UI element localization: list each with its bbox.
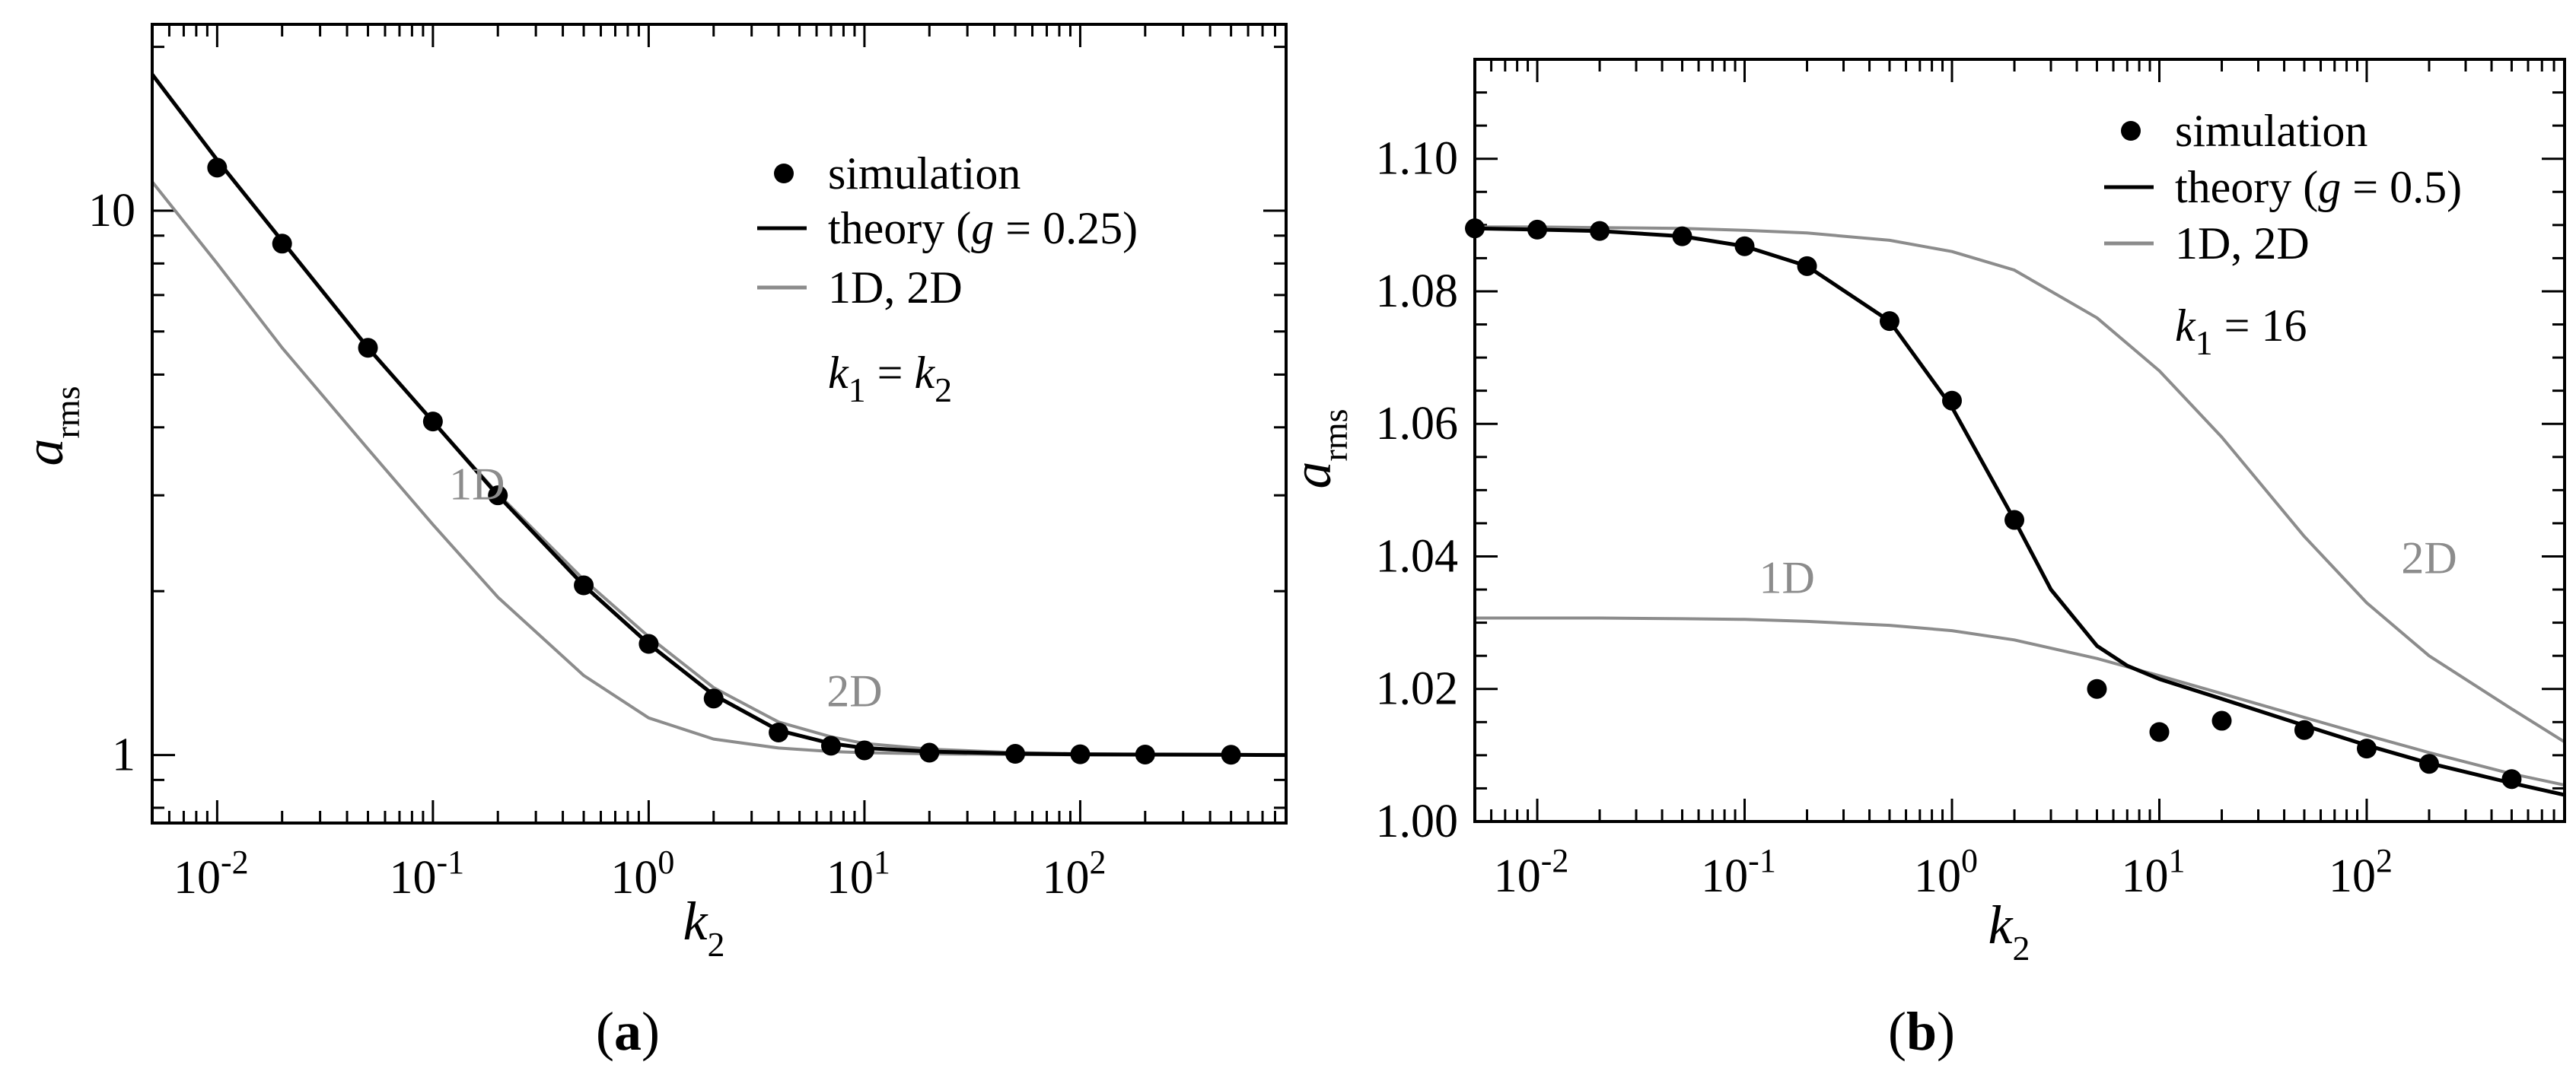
panel-b-simulation-point (1527, 219, 1548, 240)
panel-a-simulation-point (919, 742, 940, 763)
panel-b-series-2d-line (1475, 225, 2566, 744)
panel-b-simulation-point (1734, 236, 1755, 256)
panel-b-y-tick-labels: 1.00 1.02 1.04 1.06 1.08 1.10 (1376, 133, 1459, 847)
panel-a-simulation-point (703, 688, 724, 709)
panel-b-legend-note: k1 = 16 (2175, 300, 2307, 362)
panel-b-simulation-point (1879, 311, 1899, 332)
panel-a-simulation-point (488, 485, 508, 506)
panel-b-annotations: 1D 2D (1759, 532, 2457, 602)
panel-a-y-tick-label: 10 (88, 185, 135, 237)
panel-a-annotations: 1D 2D (449, 459, 883, 716)
panel-b-y-tick-label: 1.00 (1376, 796, 1459, 847)
panel-a-simulation-point (1135, 744, 1155, 764)
panel-b-series (1465, 218, 2566, 797)
panel-a-x-tick-label: 101 (826, 844, 890, 904)
panel-a-x-tick-label: 10-2 (174, 844, 249, 904)
panel-b-x-tick-label: 10-1 (1701, 842, 1776, 902)
panel-b-legend: simulation theory (g = 0.5) 1D, 2D k1 = … (2104, 106, 2462, 362)
panel-b-x-axis-label: k2 (1989, 895, 2030, 968)
panel-b-simulation-point (2501, 769, 2522, 790)
panel-a-y-tick-labels: 1 10 (88, 185, 135, 781)
panel-b: 10-2 10-1 100 101 102 1.001.021.041.061.081.… (1282, 58, 2566, 1062)
panel-a-series (151, 73, 1287, 765)
panel-b-x-tick-label: 100 (1914, 842, 1978, 902)
panel-b-legend-label-theory: theory (g = 0.5) (2175, 162, 2462, 212)
panel-b-x-tick-label: 101 (2121, 842, 2185, 902)
panel-b-simulation-point (1942, 390, 1963, 411)
panel-a-x-tick-label: 100 (610, 844, 674, 904)
panel-a-simulation-point (769, 722, 789, 742)
panel-b-y-axis-label: arms (1282, 409, 1355, 489)
panel-a-ticks (151, 24, 1288, 823)
panel-a-x-tick-labels: 10-2 10-1 100 101 102 (174, 844, 1106, 904)
panel-b-simulation-point (1797, 256, 1817, 276)
panel-a-simulation-point (1070, 744, 1091, 764)
panel-b-simulation-point (2087, 679, 2107, 699)
panel-a-simulation-point (854, 740, 874, 761)
panel-a-label: (a) (596, 1001, 660, 1062)
panel-a: 10-2 10-1 100 101 102 1 10 k2 arms simulation… (14, 23, 1288, 1062)
panel-a-legend-label-theory: theory (g = 0.25) (828, 203, 1138, 253)
panel-b-legend-label-simulation: simulation (2175, 106, 2367, 156)
panel-a-y-axis-label: arms (14, 386, 87, 466)
panel-b-plot-frame (1473, 58, 2566, 823)
panel-b-x-tick-labels: 10-2 10-1 100 101 102 (1494, 842, 2393, 902)
panel-a-legend-label-simulation: simulation (828, 148, 1021, 199)
panel-b-annotation-2d: 2D (2401, 532, 2457, 583)
panel-a-y-tick-label: 1 (112, 729, 135, 781)
panel-a-x-tick-label: 102 (1042, 844, 1106, 904)
panel-a-simulation-point (1221, 745, 1241, 765)
panel-b-simulation-point (1590, 221, 1610, 241)
panel-b-simulation-point (2419, 754, 2440, 774)
panel-b-y-tick-label: 1.06 (1376, 398, 1459, 450)
panel-b-x-tick-label: 10-2 (1494, 842, 1569, 902)
panel-a-simulation-point (207, 157, 228, 178)
panel-b-simulation-point (2356, 739, 2377, 759)
panel-b-simulation-point (1672, 226, 1692, 246)
panel-a-legend: simulation theory (g = 0.25) 1D, 2D k1 =… (757, 148, 1138, 409)
panel-b-label: (b) (1888, 1001, 1955, 1062)
panel-b-y-tick-label: 1.02 (1376, 663, 1459, 715)
panel-a-simulation-point (821, 736, 842, 756)
panel-a-plot-frame (151, 23, 1288, 825)
panel-a-simulation-point (422, 412, 443, 432)
panel-a-x-axis-label: k2 (683, 891, 725, 964)
panel-b-ticks (1473, 58, 2566, 823)
panel-b-x-tick-label: 102 (2329, 842, 2393, 902)
panel-b-annotation-1d: 1D (1759, 552, 1814, 602)
panel-b-legend-label-reference: 1D, 2D (2175, 218, 2310, 269)
panel-a-legend-note: k1 = k2 (828, 348, 952, 409)
panel-a-legend-label-reference: 1D, 2D (828, 262, 963, 313)
panel-a-simulation-point (272, 234, 292, 254)
panel-b-legend-marker-simulation (2121, 121, 2141, 141)
panel-a-annotation-2d: 2D (826, 666, 882, 716)
panel-a-series-2d-line (151, 73, 1287, 757)
panel-a-series-theory-line (151, 73, 1287, 758)
panel-a-simulation-point (358, 338, 378, 358)
panel-a-simulation-point (1005, 744, 1026, 764)
panel-a-series-1d-line (151, 180, 1286, 757)
panel-b-y-tick-label: 1.08 (1376, 265, 1459, 317)
panel-b-y-tick-label: 1.10 (1376, 133, 1459, 185)
panel-b-simulation-point (2149, 722, 2170, 742)
panel-b-y-tick-label: 1.04 (1376, 530, 1459, 582)
panel-a-x-tick-label: 10-1 (390, 844, 465, 904)
panel-b-simulation-point (2211, 710, 2232, 731)
panel-b-simulation-point (2004, 510, 2025, 530)
panel-b-simulation-point (2294, 720, 2314, 740)
panel-b-series-1d-line (1475, 616, 2565, 787)
panel-a-legend-marker-simulation (774, 164, 794, 183)
panel-a-simulation-point (638, 634, 659, 654)
panel-a-simulation-point (574, 575, 594, 596)
panel-a-annotation-1d: 1D (449, 459, 505, 509)
